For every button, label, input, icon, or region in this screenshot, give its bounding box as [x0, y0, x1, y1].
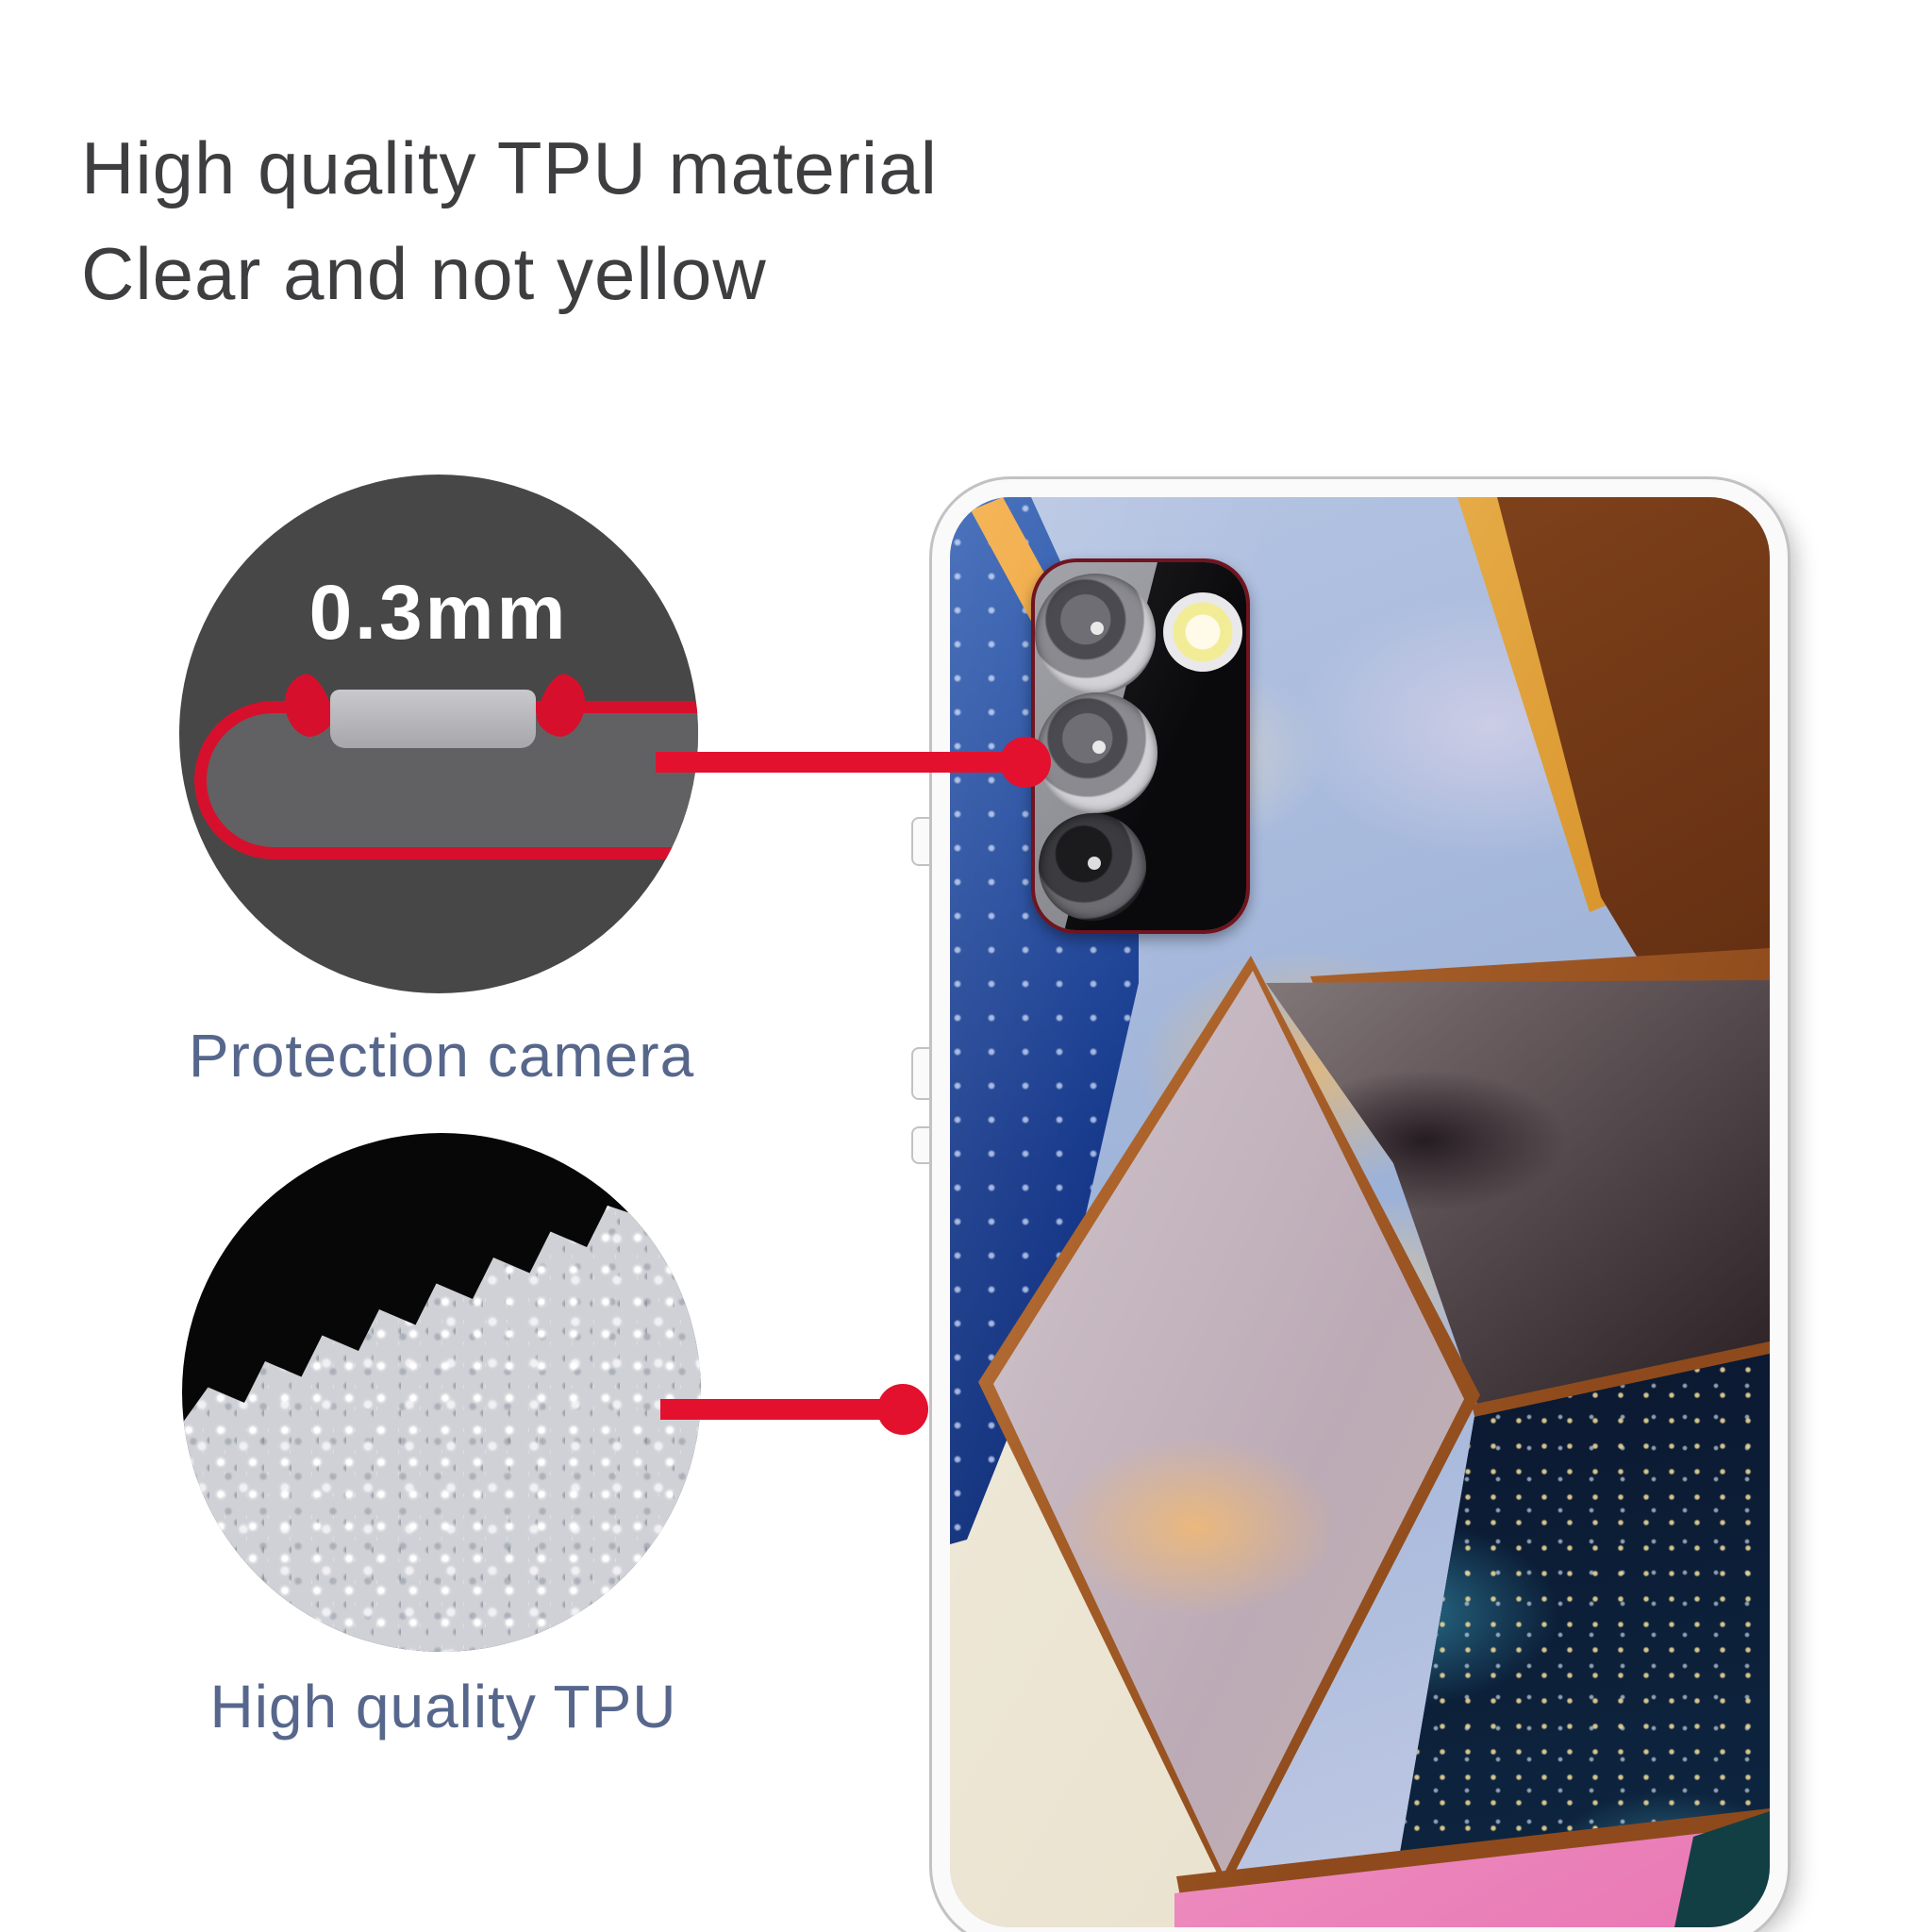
connector-line-camera — [656, 752, 1025, 773]
connector-line-material — [660, 1399, 903, 1420]
lens-highlight — [1090, 622, 1104, 636]
camera-lens-icon — [1039, 813, 1146, 921]
tpu-granules-callout-circle — [182, 1133, 701, 1652]
lens-highlight — [1091, 741, 1106, 755]
headline: High quality TPU material Clear and not … — [81, 115, 938, 326]
tpu-granules-photo — [182, 1164, 701, 1652]
camera-module — [1031, 558, 1250, 934]
headline-line1: High quality TPU material — [81, 126, 938, 209]
lens-highlight — [1088, 856, 1102, 870]
phone-case-photo — [929, 476, 1790, 1932]
thickness-value: 0.3mm — [308, 570, 569, 656]
camera-lens-icon — [1035, 574, 1156, 694]
connector-dot-icon — [877, 1384, 928, 1435]
camera-lens-icon — [1037, 692, 1158, 813]
camera-protection-label: Protection camera — [188, 1022, 695, 1090]
headline-line2: Clear and not yellow — [81, 232, 767, 315]
camera-flash-icon — [1163, 592, 1242, 672]
connector-dot-icon — [1000, 737, 1051, 788]
cross-section-button — [330, 690, 536, 748]
tpu-quality-label: High quality TPU — [209, 1673, 677, 1740]
marble-case-back — [950, 497, 1770, 1927]
thickness-callout-circle: 0.3mm — [179, 475, 698, 993]
